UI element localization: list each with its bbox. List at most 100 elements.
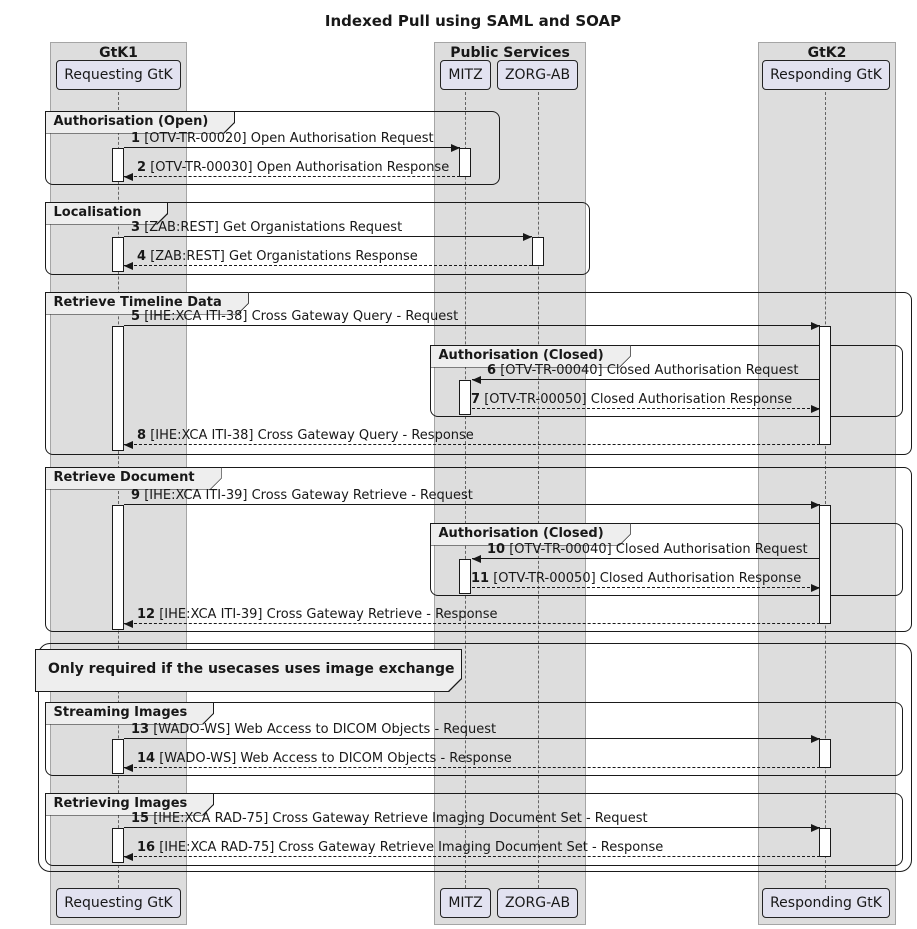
message-9-number: 9 — [131, 488, 141, 503]
message-5-line — [124, 325, 820, 326]
message-4-arrowhead-icon — [124, 262, 133, 270]
message-12-line — [124, 623, 820, 624]
message-4-number: 4 — [137, 249, 147, 264]
message-11-label: 11 [OTV-TR-00050] Closed Authorisation R… — [471, 571, 801, 586]
message-16-text: [IHE:XCA RAD-75] Cross Gateway Retrieve … — [159, 840, 664, 855]
message-5-text: [IHE:XCA ITI-38] Cross Gateway Query - R… — [144, 309, 459, 324]
message-16-arrowhead-icon — [124, 853, 133, 861]
message-9-arrowhead-icon — [811, 501, 820, 509]
message-7-label: 7 [OTV-TR-00050] Closed Authorisation Re… — [471, 392, 792, 407]
group-band-gtk2: GtK2 — [758, 42, 896, 925]
message-9-text: [IHE:XCA ITI-39] Cross Gateway Retrieve … — [144, 488, 473, 503]
activation-mitz-auth-open — [459, 148, 471, 177]
activation-requesting-localisation — [112, 237, 124, 272]
message-10-arrowhead-icon — [472, 555, 481, 563]
message-8-label: 8 [IHE:XCA ITI-38] Cross Gateway Query -… — [137, 428, 474, 443]
message-6-label: 6 [OTV-TR-00040] Closed Authorisation Re… — [487, 363, 799, 378]
message-15-line — [124, 827, 820, 828]
frame-retrieve-timeline-data: Retrieve Timeline Data — [45, 292, 912, 455]
message-3-line — [124, 236, 532, 237]
message-8-line — [124, 444, 820, 445]
message-14-label: 14 [WADO-WS] Web Access to DICOM Objects… — [137, 751, 512, 766]
message-15-text: [IHE:XCA RAD-75] Cross Gateway Retrieve … — [153, 811, 648, 826]
message-10-text: [OTV-TR-00040] Closed Authorisation Requ… — [509, 542, 808, 557]
message-11-text: [OTV-TR-00050] Closed Authorisation Resp… — [493, 571, 802, 586]
message-7-text: [OTV-TR-00050] Closed Authorisation Resp… — [484, 392, 793, 407]
activation-responding-streaming — [819, 739, 831, 768]
participant-bottom-zorg-ab: ZORG-AB — [497, 888, 578, 918]
message-16-line — [124, 856, 820, 857]
activation-mitz-auth-closed-document — [459, 559, 471, 594]
activation-requesting-retrieving — [112, 828, 124, 863]
frame-label-retrieve-document: Retrieve Document — [45, 467, 222, 490]
lifeline-zorg-ab — [538, 92, 539, 888]
message-6-line — [472, 379, 819, 380]
activation-requesting-document — [112, 505, 124, 630]
message-13-label: 13 [WADO-WS] Web Access to DICOM Objects… — [131, 722, 496, 737]
frame-label-localisation: Localisation — [45, 202, 169, 225]
activation-requesting-streaming — [112, 739, 124, 774]
frame-image-exchange-group — [38, 643, 912, 872]
participant-bottom-responding-gtk: Responding GtK — [762, 888, 890, 918]
message-1-line — [124, 147, 460, 148]
message-13-arrowhead-icon — [811, 735, 820, 743]
message-5-label: 5 [IHE:XCA ITI-38] Cross Gateway Query -… — [131, 309, 458, 324]
message-2-line — [124, 176, 460, 177]
message-3-number: 3 — [131, 220, 141, 235]
message-4-text: [ZAB:REST] Get Organistations Response — [150, 249, 418, 264]
frame-retrieving-images: Retrieving Images — [45, 793, 903, 866]
message-3-arrowhead-icon — [523, 233, 532, 241]
frame-authorisation-open: Authorisation (Open) — [45, 111, 500, 185]
note-image-exchange: Only required if the usecases uses image… — [35, 649, 462, 692]
message-15-number: 15 — [131, 811, 150, 826]
frame-label-retrieving-images: Retrieving Images — [45, 793, 215, 816]
frame-label-authorisation-open: Authorisation (Open) — [45, 111, 236, 134]
message-15-arrowhead-icon — [811, 824, 820, 832]
message-13-text: [WADO-WS] Web Access to DICOM Objects - … — [153, 722, 497, 737]
frame-label-authorisation-closed-document: Authorisation (Closed) — [430, 523, 631, 546]
message-6-number: 6 — [487, 363, 497, 378]
message-14-arrowhead-icon — [124, 764, 133, 772]
message-1-label: 1 [OTV-TR-00020] Open Authorisation Requ… — [131, 131, 434, 146]
message-8-text: [IHE:XCA ITI-38] Cross Gateway Query - R… — [150, 428, 474, 443]
message-15-label: 15 [IHE:XCA RAD-75] Cross Gateway Retrie… — [131, 811, 648, 826]
message-3-text: [ZAB:REST] Get Organistations Request — [144, 220, 403, 235]
frame-label-retrieve-timeline-data: Retrieve Timeline Data — [45, 292, 249, 315]
message-3-label: 3 [ZAB:REST] Get Organistations Request — [131, 220, 402, 235]
participant-top-zorg-ab: ZORG-AB — [497, 60, 578, 90]
message-1-text: [OTV-TR-00020] Open Authorisation Reques… — [144, 131, 434, 146]
message-5-arrowhead-icon — [811, 322, 820, 330]
group-label-public-services: Public Services — [450, 45, 570, 61]
participant-top-responding-gtk: Responding GtK — [762, 60, 890, 90]
message-7-number: 7 — [471, 392, 481, 407]
message-9-line — [124, 504, 820, 505]
message-9-label: 9 [IHE:XCA ITI-39] Cross Gateway Retriev… — [131, 488, 473, 503]
participant-bottom-mitz: MITZ — [440, 888, 491, 918]
message-12-number: 12 — [137, 607, 156, 622]
message-11-line — [472, 587, 820, 588]
message-10-number: 10 — [487, 542, 506, 557]
frame-streaming-images: Streaming Images — [45, 702, 903, 776]
frame-authorisation-closed-document: Authorisation (Closed) — [430, 523, 903, 596]
message-6-text: [OTV-TR-00040] Closed Authorisation Requ… — [500, 363, 799, 378]
message-7-line — [472, 408, 820, 409]
message-11-number: 11 — [471, 571, 490, 586]
message-4-line — [124, 265, 532, 266]
message-2-label: 2 [OTV-TR-00030] Open Authorisation Resp… — [137, 160, 449, 175]
message-2-number: 2 — [137, 160, 147, 175]
message-2-arrowhead-icon — [124, 173, 133, 181]
lifeline-mitz — [465, 92, 466, 888]
message-14-number: 14 — [137, 751, 156, 766]
lifeline-requesting-gtk — [118, 92, 119, 888]
message-5-number: 5 — [131, 309, 141, 324]
frame-label-authorisation-closed-timeline: Authorisation (Closed) — [430, 345, 631, 368]
message-4-label: 4 [ZAB:REST] Get Organistations Response — [137, 249, 418, 264]
participant-top-mitz: MITZ — [440, 60, 491, 90]
message-16-number: 16 — [137, 840, 156, 855]
message-11-arrowhead-icon — [811, 584, 820, 592]
message-2-text: [OTV-TR-00030] Open Authorisation Respon… — [150, 160, 450, 175]
frame-localisation: Localisation — [45, 202, 590, 275]
frame-retrieve-document: Retrieve Document — [45, 467, 912, 632]
message-16-label: 16 [IHE:XCA RAD-75] Cross Gateway Retrie… — [137, 840, 663, 855]
